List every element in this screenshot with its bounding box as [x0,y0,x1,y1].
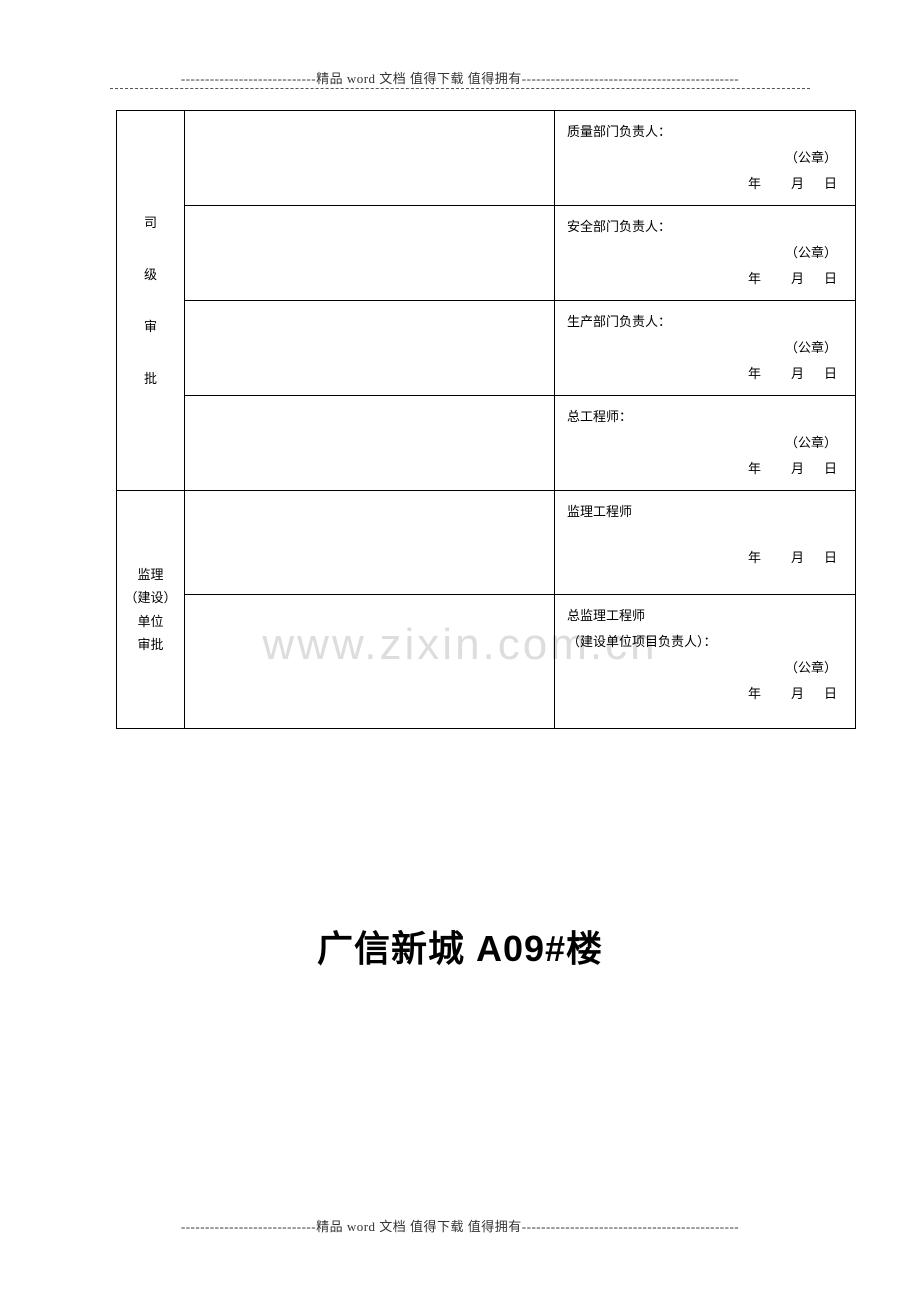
date-line: 年月日 [567,361,843,387]
seal-text: （公章） [567,145,843,171]
seal-text: （公章） [567,655,843,681]
sig-label: 安全部门负责人： [567,214,843,240]
page-header: ----------------------------精品 word 文档 值… [0,68,920,87]
section1-row3-right: 总工程师： （公章） 年月日 [555,396,856,491]
date-line: 年月日 [567,456,843,482]
section1-row1-mid [185,206,555,301]
seal-text: （公章） [567,240,843,266]
section1-row2-right: 生产部门负责人： （公章） 年月日 [555,301,856,396]
date-line: 年月日 [567,171,843,197]
section2-rowhead: 监理 （建设） 单位 审批 [117,491,185,729]
section1-row2-mid [185,301,555,396]
date-line: 年月日 [567,266,843,292]
section1-rowhead: 司 级 审 批 [117,111,185,491]
seal-text: （公章） [567,335,843,361]
section2-row1-mid [185,595,555,729]
section2-row0-right: 监理工程师 年月日 [555,491,856,595]
sig-label: 总监理工程师 （建设单位项目负责人）： [567,603,843,655]
sig-label: 生产部门负责人： [567,309,843,335]
section2-row1-right: 总监理工程师 （建设单位项目负责人）： （公章） 年月日 [555,595,856,729]
date-line: 年月日 [567,545,843,571]
document-title: 广信新城 A09#楼 [0,920,920,972]
section1-row1-right: 安全部门负责人： （公章） 年月日 [555,206,856,301]
sig-label: 质量部门负责人： [567,119,843,145]
header-underline [110,88,810,89]
seal-text: （公章） [567,430,843,456]
sig-label: 监理工程师 [567,499,843,525]
section1-row0-right: 质量部门负责人： （公章） 年月日 [555,111,856,206]
sig-label: 总工程师： [567,404,843,430]
date-line: 年月日 [567,681,843,707]
page-footer: ----------------------------精品 word 文档 值… [0,1216,920,1235]
section1-row0-mid [185,111,555,206]
approval-table: 司 级 审 批 质量部门负责人： （公章） 年月日 安全部门负责人： （公章） … [116,110,856,729]
section2-row0-mid [185,491,555,595]
section1-row3-mid [185,396,555,491]
